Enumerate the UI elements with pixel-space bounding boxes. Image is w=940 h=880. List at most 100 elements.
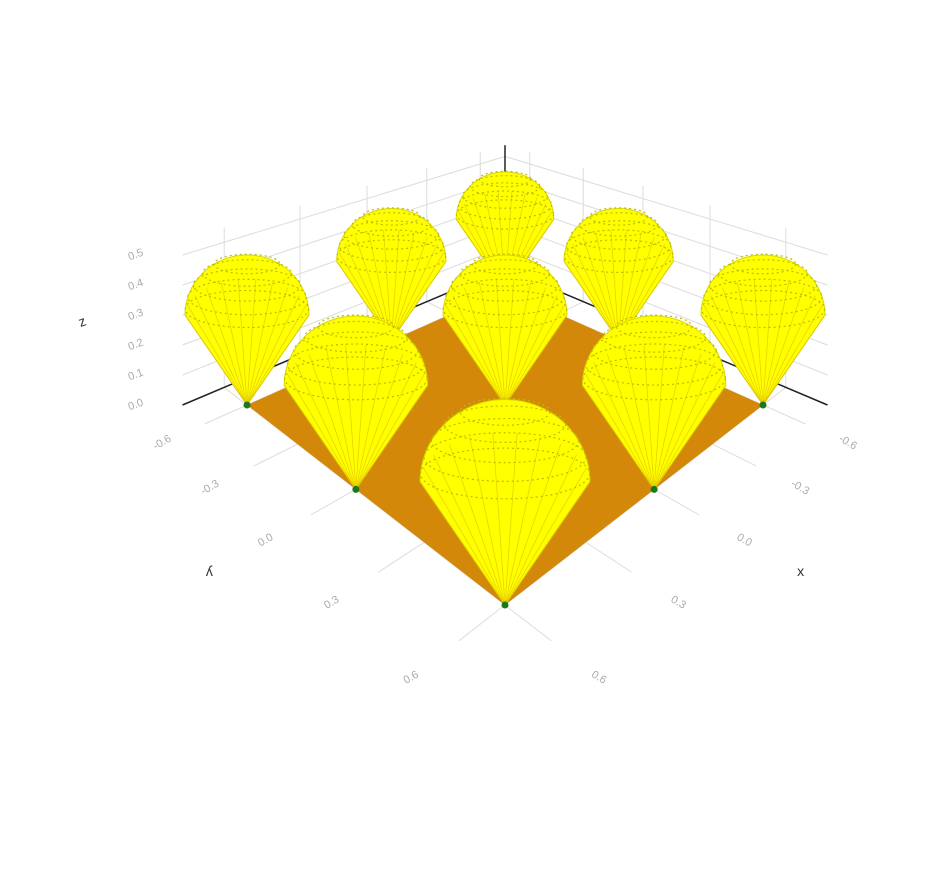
cone-ring — [478, 170, 532, 188]
cone-ring — [703, 278, 823, 316]
cone-rib — [606, 353, 655, 490]
cone-rib — [504, 304, 565, 406]
x-axis-title: x — [797, 563, 804, 579]
cone-rib — [504, 282, 532, 406]
cone-ring — [700, 289, 826, 329]
cone-ring — [338, 229, 445, 262]
y-tick-label: -0.3 — [199, 478, 221, 498]
cone-rib — [345, 344, 357, 490]
cone-rib — [504, 444, 561, 606]
cone — [283, 314, 429, 491]
cone-rib — [643, 344, 655, 490]
cone-rib — [653, 385, 727, 490]
cone-rib — [419, 481, 506, 606]
cone-rib — [653, 344, 665, 490]
z-tick-label: 0.2 — [127, 337, 145, 354]
cone-rib — [593, 362, 655, 490]
x-tick-label: 0.6 — [589, 669, 608, 687]
cone-rib — [246, 295, 300, 406]
cone-rib — [762, 314, 826, 406]
x-tick-label: -0.3 — [789, 478, 811, 498]
cone-rib — [246, 282, 274, 406]
cone-rib — [582, 237, 620, 341]
cone-rib — [452, 295, 506, 406]
cone-ring — [286, 343, 425, 386]
cone-ring — [430, 417, 580, 464]
cone-rib — [703, 304, 764, 406]
cone — [581, 314, 727, 491]
cone-rib — [391, 261, 447, 341]
cone-ring — [192, 268, 302, 302]
cone-ring — [361, 207, 421, 226]
cone-rib — [700, 314, 764, 406]
cone-rib — [504, 295, 558, 406]
cone-apex — [352, 485, 360, 493]
cone — [700, 253, 826, 406]
cone-rib — [504, 481, 591, 606]
cone-ring — [579, 212, 659, 237]
cone-rib — [762, 279, 773, 406]
cone-rib — [355, 353, 404, 490]
scene — [184, 170, 826, 609]
z-tick-label: 0.3 — [127, 307, 145, 324]
cone — [563, 207, 674, 342]
cone-rib — [464, 287, 506, 406]
cone-ring — [317, 314, 395, 339]
cone-ring — [202, 259, 292, 287]
cone-rib — [355, 362, 417, 490]
cone-rib — [582, 385, 655, 490]
cone-rib — [390, 232, 415, 341]
cone-ring — [582, 356, 727, 401]
cone-ring — [351, 212, 431, 237]
cone-rib — [736, 282, 764, 406]
cone-rib — [504, 467, 587, 606]
x-tick-label: 0.3 — [669, 594, 688, 612]
cone-ring — [184, 289, 310, 329]
cone-rib — [433, 454, 506, 606]
cone-body — [419, 399, 591, 606]
cone-ring — [343, 220, 440, 250]
cone-rib — [492, 432, 506, 606]
x-tick-label: 0.0 — [735, 531, 754, 549]
cone-rib — [504, 432, 518, 606]
cone-rib — [610, 229, 620, 341]
cone-rib — [563, 261, 619, 341]
cone-ring — [471, 253, 539, 275]
cone-rib — [504, 454, 577, 606]
cone-ring — [462, 182, 548, 209]
cone-rib — [762, 282, 790, 406]
cone-ring — [445, 278, 565, 316]
cone-ring — [213, 253, 281, 275]
cone-rib — [295, 362, 357, 490]
grid-line — [504, 155, 828, 256]
y-tick-label: -0.6 — [151, 433, 173, 453]
cone-ring — [304, 320, 408, 353]
cone-ring — [459, 397, 551, 426]
cone — [442, 253, 568, 406]
cone-rib — [585, 373, 655, 490]
cone-rib — [220, 282, 248, 406]
cone-rib — [565, 252, 620, 341]
cone-rib — [355, 373, 425, 490]
cone-ring — [450, 268, 560, 302]
cone-ring — [442, 289, 568, 329]
cone-rib — [286, 373, 357, 490]
cone-rib — [469, 436, 506, 606]
cone-rib — [246, 304, 307, 406]
cone-ring — [457, 190, 553, 220]
cone-rib — [184, 314, 248, 406]
cone — [184, 253, 310, 406]
z-axis-title: z — [76, 313, 88, 330]
cone-rib — [390, 252, 445, 341]
grid-line — [182, 155, 506, 256]
cone-rib — [504, 314, 568, 406]
x-tick-label: -0.6 — [837, 433, 859, 453]
y-tick-label: 0.0 — [256, 531, 275, 549]
cone-ring — [443, 405, 567, 443]
cone-rib — [762, 287, 804, 406]
cone-rib — [653, 353, 702, 490]
cone-ring — [718, 259, 808, 287]
z-tick-label: 0.0 — [127, 397, 145, 414]
cone-apex — [650, 485, 658, 493]
